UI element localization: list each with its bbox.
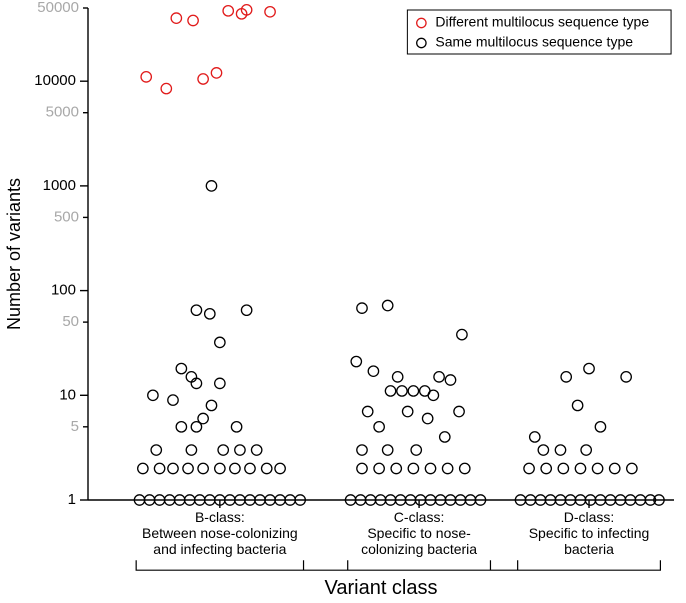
y-tick-label: 100 (51, 282, 76, 299)
y-tick-label: 500 (54, 208, 79, 225)
y-tick-label: 5000 (46, 104, 79, 121)
legend: Different multilocus sequence type Same m… (407, 10, 671, 54)
y-axis-title: Number of variants (4, 178, 24, 330)
legend-label: Different multilocus sequence type (435, 14, 649, 30)
y-tick-label: 10 (59, 386, 76, 403)
scatter-chart: 1 5 10 50 100 500 1000 5000 10000 50000 Number of … (0, 0, 686, 603)
y-tick-label: 10000 (34, 72, 76, 89)
y-tick-label: 1 (68, 491, 76, 508)
y-tick-label: 50 (62, 313, 79, 330)
legend-label: Same multilocus sequence type (435, 34, 633, 50)
y-tick-label: 50000 (37, 0, 79, 16)
x-axis-title: Variant class (324, 577, 437, 599)
y-tick-label: 5 (71, 418, 79, 435)
y-tick-label: 1000 (43, 177, 76, 194)
